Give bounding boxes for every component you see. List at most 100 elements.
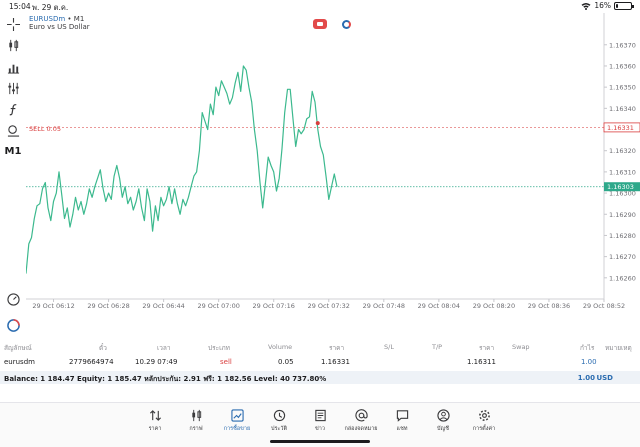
header-current-price: ราคา (479, 344, 495, 352)
bid-price-tag (604, 182, 640, 192)
candles-icon (191, 409, 201, 422)
bid-price-text: 1.16303 (607, 183, 634, 191)
x-tick-label: 29 Oct 08:20 (473, 302, 515, 310)
row-profit: 1.00 (581, 358, 597, 366)
balance-bar: Balance: 1 184.47 Equity: 1 185.47 หลักป… (0, 371, 640, 384)
objects-icon[interactable] (5, 122, 21, 138)
header-ticket: ตั๋ว (99, 344, 107, 352)
sell-line-label: SELL 0.05 (29, 125, 62, 133)
nav-label: การซื้อขาย (223, 426, 251, 432)
nav-mailbox[interactable]: กล่องจดหมาย (341, 409, 381, 433)
y-tick-label: 1.16320 (609, 147, 636, 155)
nav-news[interactable]: ข่าว (300, 409, 340, 433)
nav-settings[interactable]: การตั้งค่า (464, 409, 504, 433)
positions-header: สัญลักษณ์ ตั๋ว เวลา ประเภท Volume ราคา S… (0, 341, 640, 353)
arrows-updown-icon (149, 410, 161, 421)
nav-chat[interactable]: แชท (382, 409, 422, 433)
chart-symbol: EURUSDm • M1 (29, 15, 84, 23)
sell-price-tag (603, 122, 640, 133)
status-date: พ. 29 ต.ค. (32, 3, 69, 12)
indicators-icon[interactable] (5, 80, 21, 96)
balance-summary: Balance: 1 184.47 Equity: 1 185.47 หลักป… (4, 375, 327, 383)
row-volume: 0.05 (278, 358, 294, 366)
y-tick-label: 1.16280 (609, 232, 636, 240)
header-comment: หมายเหตุ (605, 344, 632, 352)
x-tick-label: 29 Oct 08:04 (418, 302, 460, 310)
status-time: 15:04 (9, 2, 31, 11)
x-tick-label: 29 Oct 06:28 (87, 302, 129, 310)
nav-chart[interactable]: กราฟ (176, 409, 216, 433)
row-symbol: eurusdm (4, 358, 35, 366)
candlestick-icon[interactable] (5, 37, 21, 53)
nav-label: การตั้งค่า (472, 426, 496, 432)
battery-percent: 16% (594, 1, 611, 10)
row-open-price: 1.16331 (321, 358, 350, 366)
price-line (26, 65, 338, 274)
header-volume: Volume (268, 343, 293, 351)
settings-gear-icon (478, 410, 490, 421)
nav-label: กราฟ (189, 426, 203, 432)
nav-label: บัญชี (437, 426, 449, 432)
x-tick-label: 29 Oct 07:32 (308, 302, 350, 310)
nav-history[interactable]: ประวัติ (259, 409, 299, 433)
bottom-nav: ราคา กราฟ การซื้อขาย ประวัติ ข่าว กล่องจ… (0, 402, 640, 447)
header-time: เวลา (157, 344, 171, 352)
nav-quotes[interactable]: ราคา (135, 409, 175, 433)
one-click-trade-icon[interactable] (313, 19, 327, 29)
history-icon (273, 409, 285, 422)
crosshair-icon[interactable] (5, 16, 21, 32)
y-tick-label: 1.16340 (609, 105, 636, 113)
x-tick-label: 29 Oct 07:00 (197, 302, 239, 310)
flag-circle-icon[interactable] (5, 317, 21, 333)
x-tick-label: 29 Oct 08:36 (528, 302, 570, 310)
x-tick-label: 29 Oct 06:12 (32, 302, 74, 310)
header-type: ประเภท (208, 344, 230, 352)
trade-entry-marker (315, 121, 320, 126)
x-tick-label: 29 Oct 06:44 (142, 302, 184, 310)
home-indicator (270, 440, 370, 443)
nav-trade[interactable]: การซื้อขาย (217, 409, 257, 433)
chat-icon (396, 410, 408, 422)
mail-at-icon (354, 409, 368, 422)
symbol-timeframe: • M1 (67, 15, 85, 23)
y-tick-label: 1.16260 (609, 274, 636, 282)
row-current-price: 1.16311 (467, 358, 496, 366)
row-type: sell (220, 358, 232, 366)
nav-label: ข่าว (315, 426, 325, 432)
speedometer-icon[interactable] (5, 291, 21, 307)
y-tick-label: 1.16290 (609, 211, 636, 219)
timeframe-button[interactable]: M1 (4, 145, 22, 157)
total-profit: 1.00 (577, 374, 595, 382)
function-icon[interactable] (5, 101, 21, 117)
account-icon (436, 409, 450, 422)
y-tick-label: 1.16350 (609, 84, 636, 92)
header-profit: กำไร (580, 344, 595, 352)
header-swap: Swap (512, 343, 530, 351)
trade-levels-icon[interactable] (339, 19, 353, 29)
left-toolbar: M1 (0, 13, 26, 341)
nav-label: กล่องจดหมาย (344, 426, 378, 432)
y-tick-label: 1.16370 (609, 41, 636, 49)
symbol-description: Euro vs US Dollar (29, 23, 90, 31)
y-tick-label: 1.16300 (609, 190, 636, 198)
sell-price-text: 1.16331 (607, 124, 634, 132)
y-tick-label: 1.16310 (609, 168, 636, 176)
account-currency: USD (596, 374, 613, 382)
header-symbol: สัญลักษณ์ (4, 344, 32, 352)
nav-label: ประวัติ (270, 426, 288, 432)
header-price: ราคา (329, 344, 345, 352)
chart-area[interactable]: 1.16370 1.16360 1.16350 1.16340 1.16320 1.163… (26, 13, 640, 343)
price-chart[interactable]: 1.16370 1.16360 1.16350 1.16340 1.16320 1.163… (26, 13, 640, 343)
news-icon (314, 409, 326, 422)
nav-account[interactable]: บัญชี (423, 409, 463, 433)
nav-label: ราคา (148, 426, 162, 432)
bar-chart-icon[interactable] (5, 59, 21, 75)
battery-icon (614, 1, 634, 10)
symbol-name: EURUSDm (29, 15, 66, 23)
position-row[interactable]: eurusdm 2779664974 10.29 07:49 sell 0.05… (0, 356, 640, 369)
trade-chart-icon (230, 409, 244, 422)
x-tick-label: 29 Oct 08:52 (583, 302, 625, 310)
x-tick-label: 29 Oct 07:48 (363, 302, 405, 310)
y-tick-label: 1.16270 (609, 253, 636, 261)
status-bar: 15:04 พ. 29 ต.ค. 16% (0, 0, 640, 13)
